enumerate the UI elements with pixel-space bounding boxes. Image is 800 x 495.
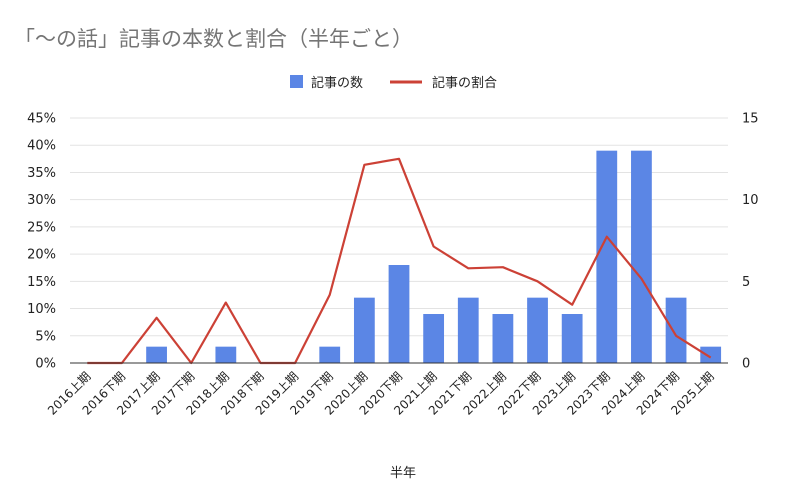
bar [146, 346, 167, 363]
bar-series [146, 150, 722, 363]
bar [631, 150, 652, 363]
y-right-tick-label: 10 [742, 193, 759, 208]
y-right-tick-label: 15 [742, 112, 759, 127]
y-left-tick-label: 40% [27, 139, 56, 154]
legend: 記事の数 記事の割合 [290, 75, 497, 91]
bar [492, 314, 514, 363]
bar [665, 297, 687, 363]
gridlines [70, 117, 728, 337]
bar [527, 297, 548, 363]
legend-swatch-bars [290, 75, 303, 88]
y-left-tick-label: 35% [27, 166, 56, 181]
bar [423, 314, 445, 363]
chart-title: 「〜の話」記事の本数と割合（半年ごと） [14, 27, 413, 51]
x-axis-ticks: 2016上期2016下期2017上期2017下期2018上期2018下期2019… [45, 369, 717, 417]
y-axis-right-ticks: 0 5 10 15 [742, 112, 759, 372]
bar [353, 297, 375, 363]
y-left-tick-label: 45% [27, 112, 56, 127]
y-axis-left-ticks: 0% 5% 10% 15% 20% 25% 30% 35% 40% 45% [27, 112, 56, 372]
y-left-tick-label: 25% [27, 220, 56, 235]
legend-label-line: 記事の割合 [432, 75, 497, 91]
y-left-tick-label: 15% [27, 275, 56, 290]
y-right-tick-label: 5 [742, 275, 750, 290]
y-right-tick-label: 0 [742, 357, 750, 372]
bar [215, 346, 237, 363]
x-axis-title: 半年 [390, 466, 416, 481]
y-left-tick-label: 20% [27, 248, 56, 263]
y-left-tick-label: 0% [35, 357, 56, 372]
bar [561, 314, 583, 363]
bar [457, 297, 479, 363]
y-left-tick-label: 30% [27, 193, 56, 208]
bar [596, 150, 618, 363]
bar [700, 346, 722, 363]
bar [388, 265, 410, 363]
legend-label-bars: 記事の数 [311, 75, 363, 91]
y-left-tick-label: 10% [27, 302, 56, 317]
bar [319, 346, 341, 363]
y-left-tick-label: 5% [35, 329, 56, 344]
